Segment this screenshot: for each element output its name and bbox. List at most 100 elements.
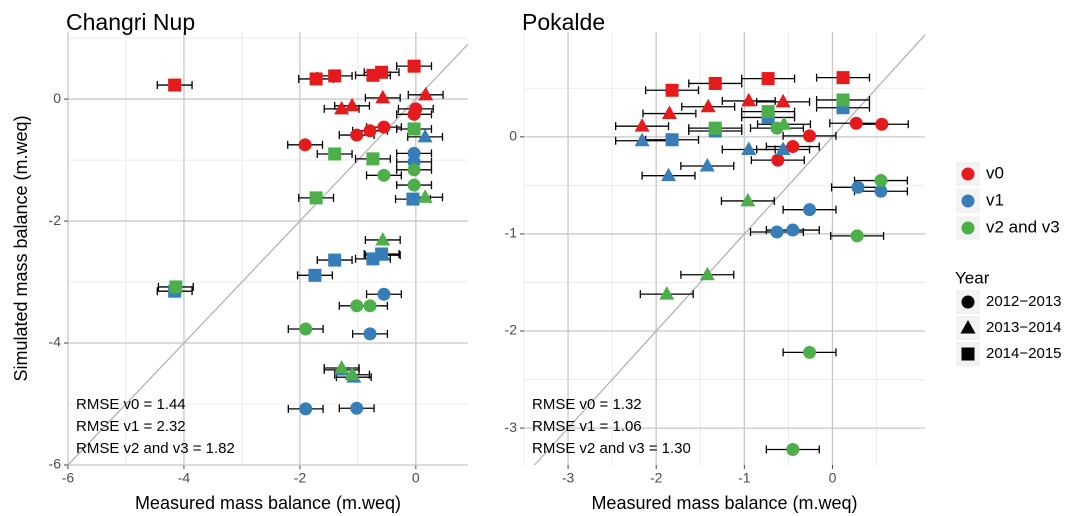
point — [377, 120, 391, 134]
point — [328, 253, 342, 267]
x-tick-label: -6 — [62, 470, 75, 486]
legend-label: v0 — [986, 163, 1004, 182]
x-axis-label: Measured mass balance (m.weq) — [591, 493, 857, 513]
point — [665, 133, 679, 147]
x-tick-label: -3 — [562, 470, 575, 486]
annotation: RMSE v1 = 1.06 — [532, 418, 642, 435]
legend-label: 2013−2014 — [986, 319, 1062, 336]
point — [634, 132, 650, 147]
legend-title: Year — [955, 268, 990, 287]
legend-swatch — [961, 167, 975, 181]
point — [770, 225, 784, 239]
point — [377, 287, 391, 301]
point — [803, 203, 817, 217]
point — [366, 152, 380, 166]
point — [309, 191, 323, 205]
annotation: RMSE v0 = 1.44 — [76, 396, 186, 413]
point — [659, 286, 675, 300]
point — [851, 180, 865, 194]
x-axis-label: Measured mass balance (m.weq) — [135, 493, 401, 513]
point — [699, 157, 715, 172]
y-tick-label: 0 — [53, 90, 61, 106]
legend-shape — [961, 295, 975, 309]
point — [708, 121, 722, 135]
legend-label: v1 — [986, 190, 1004, 209]
point — [309, 72, 323, 86]
point — [407, 59, 421, 73]
point — [634, 118, 650, 132]
point — [344, 97, 360, 112]
point — [344, 366, 360, 381]
x-tick-label: -2 — [650, 470, 663, 486]
point — [849, 116, 863, 130]
legend-label: 2012−2013 — [986, 293, 1062, 310]
point — [363, 124, 377, 138]
point — [775, 93, 791, 108]
point — [740, 192, 756, 207]
annotation: RMSE v2 and v3 = 1.30 — [532, 440, 691, 457]
point — [363, 299, 377, 313]
point — [418, 86, 434, 101]
point — [328, 69, 342, 83]
annotation: RMSE v2 and v3 = 1.82 — [76, 440, 235, 457]
point — [407, 178, 421, 192]
y-tick-label: -2 — [505, 322, 518, 338]
y-tick-label: -4 — [49, 334, 62, 350]
point — [350, 299, 364, 313]
point — [375, 65, 389, 79]
point — [406, 192, 420, 206]
point — [407, 163, 421, 177]
y-tick-label: 0 — [509, 128, 517, 144]
point — [299, 402, 313, 416]
point — [850, 229, 864, 243]
point — [299, 322, 313, 336]
point — [350, 401, 364, 415]
x-tick-label: 0 — [412, 470, 420, 486]
y-tick-label: -1 — [505, 225, 518, 241]
y-axis-label: Simulated mass balance (m.weq) — [11, 115, 31, 381]
point — [363, 327, 377, 341]
point — [700, 98, 716, 113]
point — [874, 184, 888, 198]
point — [875, 117, 889, 131]
identity-line — [534, 34, 926, 466]
y-tick-label: -2 — [49, 212, 62, 228]
point — [377, 168, 391, 182]
point — [741, 141, 757, 155]
point — [375, 89, 391, 104]
point — [771, 153, 785, 167]
point — [761, 72, 775, 86]
legend-label: v2 and v3 — [986, 217, 1060, 236]
point — [661, 167, 677, 182]
legend-label: 2014−2015 — [986, 345, 1062, 362]
point — [334, 360, 350, 374]
point — [375, 247, 389, 261]
point — [665, 83, 679, 97]
panel-title: Changri Nup — [66, 9, 195, 35]
y-tick-label: -6 — [49, 456, 62, 472]
point — [417, 189, 433, 203]
point — [699, 266, 715, 281]
legend-shape — [961, 347, 975, 361]
point — [169, 280, 183, 294]
point — [298, 138, 312, 152]
point — [409, 102, 423, 116]
point — [874, 174, 888, 188]
y-tick-label: -3 — [505, 419, 518, 435]
point — [350, 128, 364, 142]
annotation: RMSE v0 = 1.32 — [532, 396, 642, 413]
x-tick-label: -2 — [294, 470, 307, 486]
point — [407, 122, 421, 136]
point — [786, 223, 800, 237]
point — [803, 129, 817, 143]
legend-shape — [960, 320, 976, 334]
point — [417, 128, 433, 143]
point — [328, 147, 342, 161]
point — [776, 116, 792, 130]
panel-title: Pokalde — [522, 9, 605, 35]
point — [708, 76, 722, 90]
point — [775, 141, 791, 155]
point — [803, 345, 817, 359]
x-tick-label: -1 — [738, 470, 751, 486]
